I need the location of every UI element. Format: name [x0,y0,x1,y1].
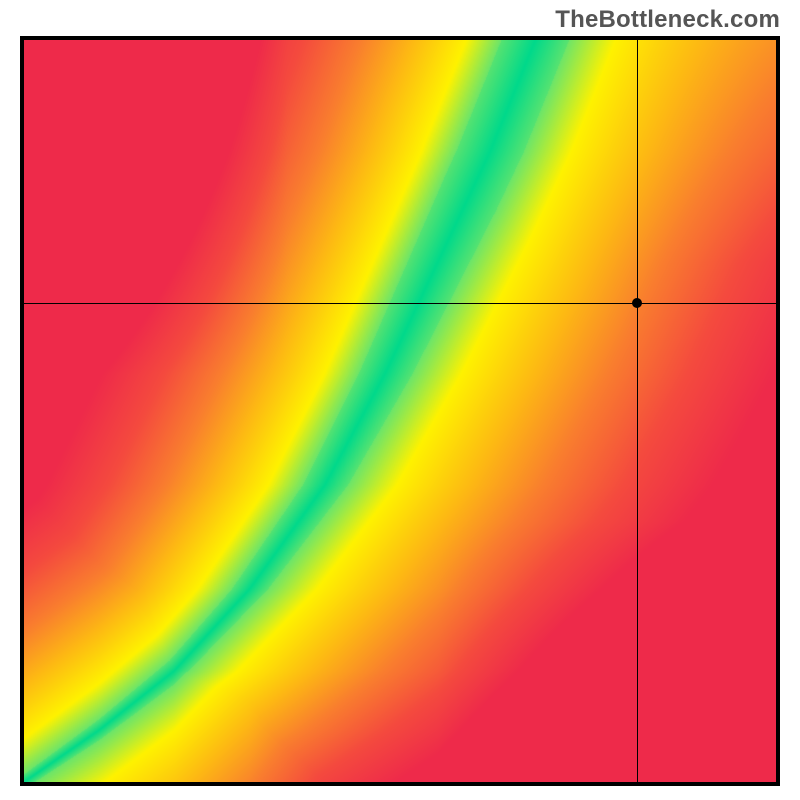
heatmap-plot-area [20,36,780,786]
heatmap-canvas [24,40,776,782]
chart-container: TheBottleneck.com [0,0,800,800]
watermark-text: TheBottleneck.com [555,6,780,34]
crosshair-horizontal-line [24,303,776,304]
crosshair-vertical-line [637,40,638,782]
crosshair-marker-dot [632,298,642,308]
